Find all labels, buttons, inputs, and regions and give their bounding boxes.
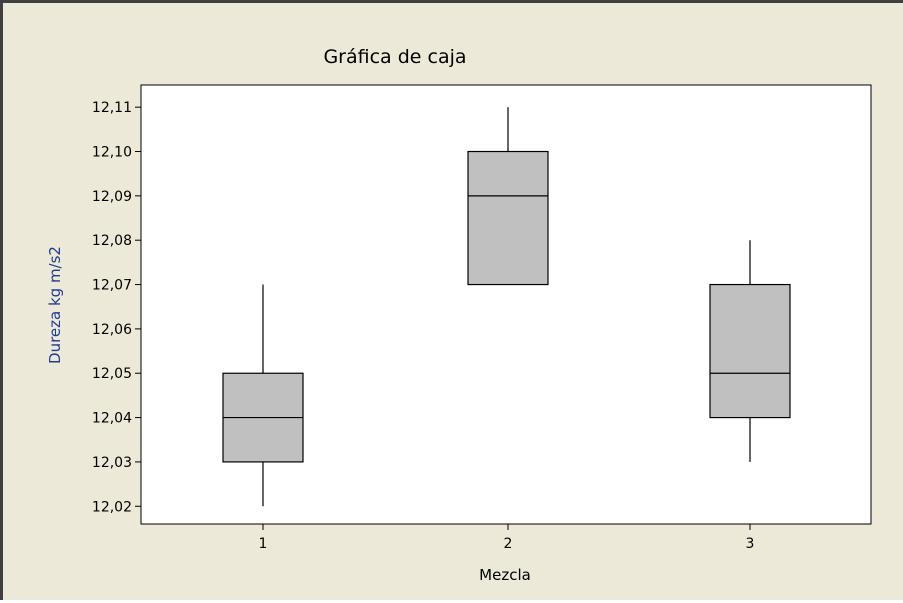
y-tick-label: 12,09 [92, 189, 132, 205]
box-3 [709, 240, 791, 462]
y-tick-label: 12,08 [92, 233, 132, 249]
box-iqr [467, 150, 549, 286]
x-tick-label: 2 [504, 536, 513, 552]
x-axis-label: Mezcla [479, 566, 531, 584]
y-tick-label: 12,06 [92, 322, 132, 338]
x-tick-label: 3 [746, 536, 755, 552]
box-1 [222, 284, 304, 507]
box-2 [467, 107, 549, 286]
box-plot-chart: Gráfica de caja 12,0212,0312,0412,0512,0… [46, 46, 872, 584]
y-tick-label: 12,07 [92, 278, 132, 294]
x-axis: 1 2 3 [259, 524, 755, 552]
y-tick-label: 12,03 [92, 455, 132, 471]
chart-title: Gráfica de caja [323, 46, 466, 68]
y-tick-label: 12,11 [92, 100, 132, 116]
x-tick-label: 1 [259, 536, 268, 552]
y-tick-label: 12,02 [92, 499, 132, 515]
boxes-group [222, 107, 791, 507]
y-axis: 12,02 12,03 12,04 12,05 12,06 12,07 12,08 12,09… [92, 100, 141, 515]
y-tick-label: 12,10 [92, 145, 132, 161]
y-axis-label: Dureza kg m/s2 [46, 246, 64, 364]
box-iqr [709, 283, 791, 419]
y-tick-label: 12,04 [92, 411, 132, 427]
y-tick-label: 12,05 [92, 366, 132, 382]
